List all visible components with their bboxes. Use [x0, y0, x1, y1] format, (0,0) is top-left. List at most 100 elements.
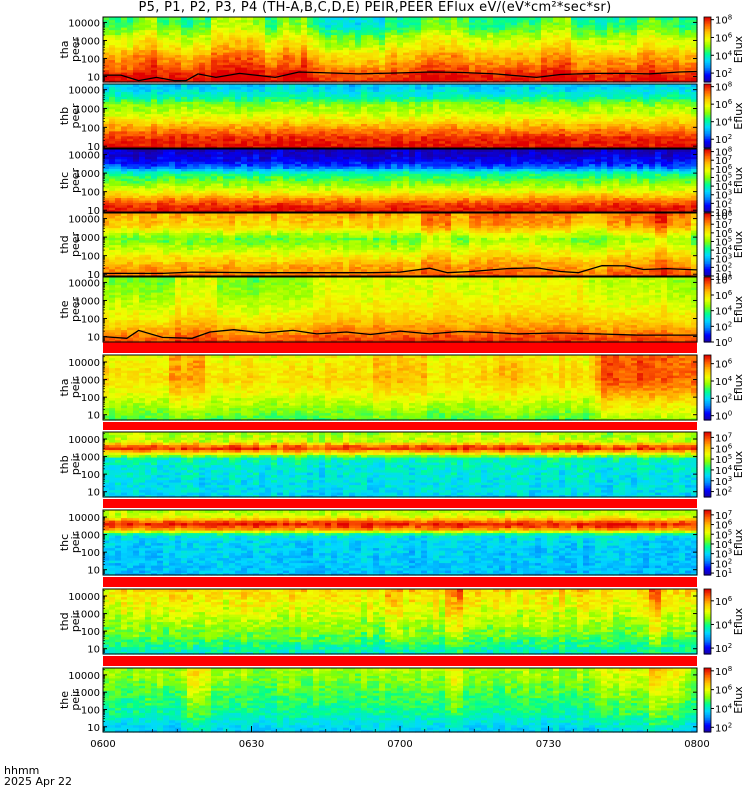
heatmap-cell: [139, 133, 146, 137]
heatmap-cell: [313, 47, 320, 51]
heatmap-cell: [181, 62, 188, 66]
heatmap-cell: [439, 77, 446, 81]
heatmap-cell: [541, 54, 548, 58]
heatmap-cell: [541, 62, 548, 66]
heatmap-cell: [559, 42, 566, 46]
heatmap-cell: [205, 32, 212, 36]
heatmap-cell: [433, 19, 440, 23]
heatmap-cell: [679, 59, 686, 63]
heatmap-cell: [505, 47, 512, 51]
heatmap-cell: [691, 32, 698, 36]
heatmap-cell: [229, 37, 236, 41]
heatmap-cell: [601, 44, 608, 48]
heatmap-cell: [523, 54, 530, 58]
heatmap-cell: [649, 59, 656, 63]
heatmap-cell: [403, 54, 410, 58]
heatmap-cell: [379, 57, 386, 61]
heatmap-cell: [265, 54, 272, 58]
heatmap-cell: [331, 42, 338, 46]
heatmap-cell: [115, 120, 122, 124]
heatmap-cell: [325, 59, 332, 63]
heatmap-cell: [493, 54, 500, 58]
heatmap-cell: [229, 54, 236, 58]
heatmap-cell: [649, 47, 656, 51]
heatmap-cell: [307, 24, 314, 28]
heatmap-cell: [415, 32, 422, 36]
heatmap-cell: [103, 103, 110, 107]
heatmap-cell: [637, 49, 644, 53]
heatmap-cell: [295, 42, 302, 46]
heatmap-cell: [175, 49, 182, 53]
heatmap-cell: [379, 24, 386, 28]
heatmap-cell: [295, 32, 302, 36]
heatmap-cell: [265, 39, 272, 43]
heatmap-cell: [679, 44, 686, 48]
heatmap-cell: [559, 62, 566, 66]
heatmap-cell: [133, 37, 140, 41]
heatmap-cell: [163, 32, 170, 36]
heatmap-cell: [487, 44, 494, 48]
heatmap-cell: [523, 59, 530, 63]
heatmap-cell: [133, 62, 140, 66]
heatmap-cell: [187, 29, 194, 33]
heatmap-cell: [385, 32, 392, 36]
heatmap-cell: [613, 24, 620, 28]
heatmap-cell: [553, 57, 560, 61]
heatmap-cell: [253, 29, 260, 33]
heatmap-cell: [643, 79, 650, 83]
heatmap-cell: [379, 77, 386, 81]
heatmap-cell: [589, 42, 596, 46]
heatmap-cell: [685, 37, 692, 41]
heatmap-cell: [313, 39, 320, 43]
heatmap-cell: [403, 37, 410, 41]
heatmap-cell: [313, 37, 320, 41]
heatmap-cell: [373, 69, 380, 73]
heatmap-cell: [385, 59, 392, 63]
heatmap-cell: [679, 74, 686, 78]
heatmap-cell: [127, 123, 134, 127]
colorbar-segment: [704, 59, 711, 62]
heatmap-cell: [367, 69, 374, 73]
heatmap-cell: [301, 49, 308, 53]
heatmap-cell: [601, 32, 608, 36]
heatmap-cell: [421, 22, 428, 26]
heatmap-cell: [385, 19, 392, 23]
heatmap-cell: [589, 52, 596, 56]
heatmap-cell: [337, 17, 344, 21]
heatmap-cell: [685, 57, 692, 61]
heatmap-cell: [181, 27, 188, 31]
heatmap-cell: [421, 62, 428, 66]
heatmap-cell: [433, 67, 440, 71]
heatmap-cell: [427, 57, 434, 61]
heatmap-cell: [499, 57, 506, 61]
heatmap-cell: [493, 49, 500, 53]
heatmap-cell: [439, 29, 446, 33]
heatmap-cell: [439, 42, 446, 46]
heatmap-cell: [541, 44, 548, 48]
heatmap-cell: [667, 62, 674, 66]
heatmap-cell: [415, 74, 422, 78]
heatmap-cell: [643, 24, 650, 28]
heatmap-cell: [247, 74, 254, 78]
heatmap-cell: [277, 49, 284, 53]
heatmap-cell: [409, 37, 416, 41]
heatmap-cell: [535, 77, 542, 81]
heatmap-cell: [619, 59, 626, 63]
heatmap-cell: [571, 57, 578, 61]
heatmap-cell: [139, 34, 146, 38]
heatmap-cell: [361, 69, 368, 73]
heatmap-cell: [217, 44, 224, 48]
heatmap-cell: [223, 37, 230, 41]
heatmap-cell: [145, 27, 152, 31]
heatmap-cell: [217, 77, 224, 81]
heatmap-cell: [457, 29, 464, 33]
heatmap-cell: [619, 34, 626, 38]
heatmap-cell: [511, 22, 518, 26]
heatmap-cell: [583, 74, 590, 78]
heatmap-cell: [517, 37, 524, 41]
heatmap-cell: [265, 77, 272, 81]
heatmap-cell: [211, 19, 218, 23]
heatmap-cell: [355, 24, 362, 28]
heatmap-cell: [193, 69, 200, 73]
heatmap-cell: [391, 29, 398, 33]
